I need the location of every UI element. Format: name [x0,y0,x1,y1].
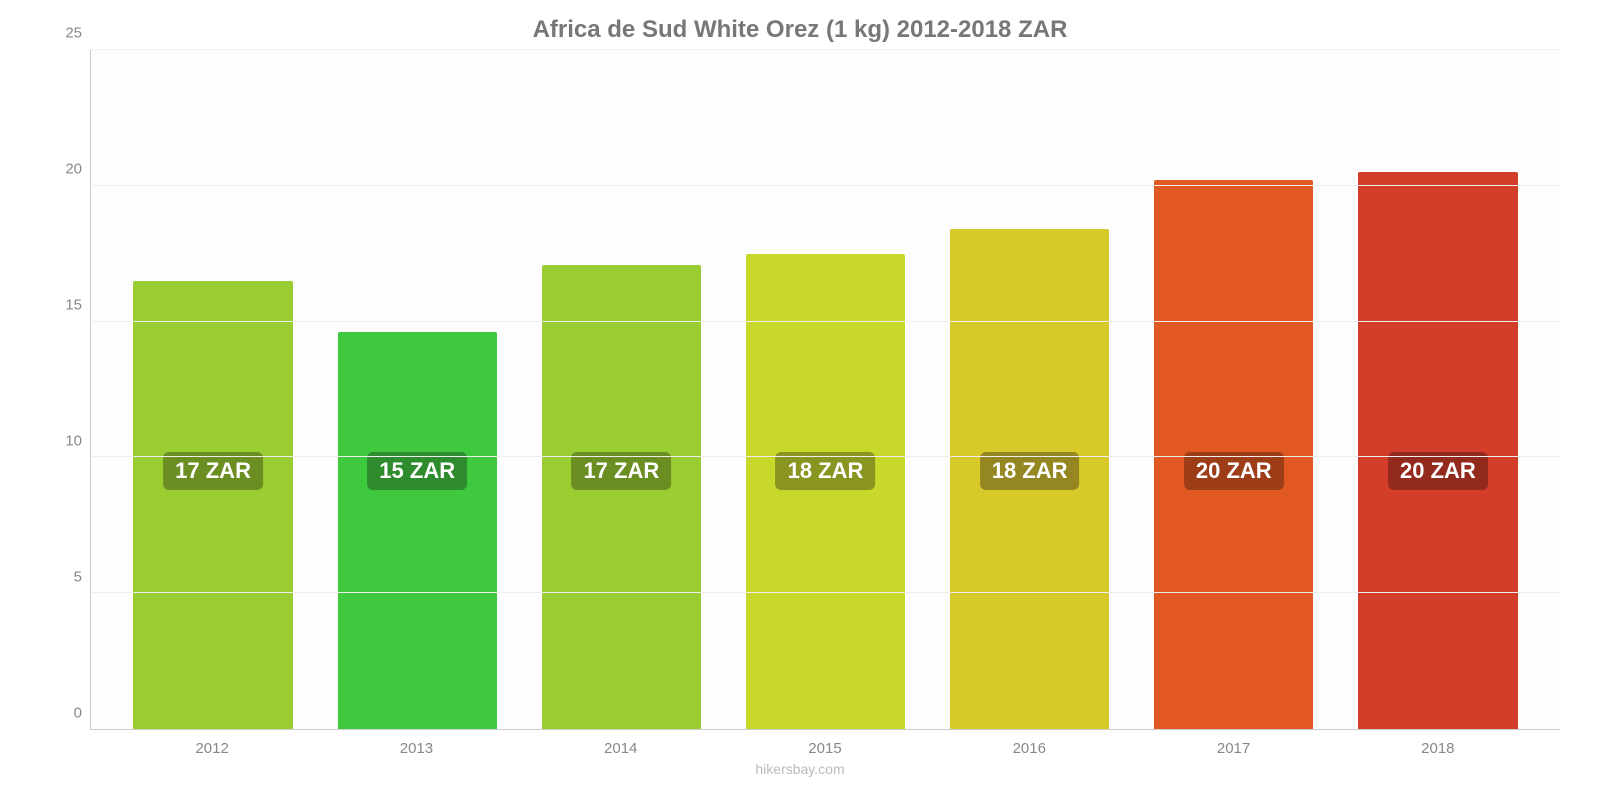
x-tick-label: 2016 [927,730,1131,757]
gridline [91,456,1560,457]
attribution-text: hikersbay.com [40,761,1560,777]
y-tick-label: 20 [65,161,82,178]
plot-zone: 0510152025 17 ZAR15 ZAR17 ZAR18 ZAR18 ZA… [40,50,1560,730]
y-axis: 0510152025 [40,50,90,730]
bar: 20 ZAR [1154,180,1313,729]
chart-container: Africa de Sud White Orez (1 kg) 2012-201… [0,0,1600,800]
gridline [91,49,1560,50]
x-axis: 2012201320142015201620172018 [40,730,1560,757]
bar: 15 ZAR [338,332,497,729]
bar-value-label: 18 ZAR [980,452,1080,490]
plot-area: 17 ZAR 15 ZAR 17 ZAR 18 ZAR 18 ZAR 20 ZAR 20 Z… [90,50,1560,730]
bar: 18 ZAR [746,254,905,729]
x-tick-label: 2012 [110,730,314,757]
bar-value-label: 17 ZAR [571,452,671,490]
bar: 20 ZAR [1358,172,1517,729]
y-tick-label: 10 [65,433,82,450]
bar-slot: 18 ZAR [928,50,1132,729]
bar-value-label: 20 ZAR [1184,452,1284,490]
y-tick-label: 25 [65,25,82,42]
bar-value-label: 15 ZAR [367,452,467,490]
gridline [91,185,1560,186]
bar: 18 ZAR [950,229,1109,729]
x-tick-label: 2018 [1336,730,1540,757]
x-tick-label: 2014 [519,730,723,757]
y-tick-label: 0 [74,705,82,722]
bar-slot: 17 ZAR [519,50,723,729]
gridline [91,321,1560,322]
bar-slot: 18 ZAR [723,50,927,729]
bar-slot: 17 ZAR [111,50,315,729]
gridline [91,592,1560,593]
y-tick-label: 15 [65,297,82,314]
chart-title: Africa de Sud White Orez (1 kg) 2012-201… [40,16,1560,44]
bar: 17 ZAR [542,265,701,729]
x-tick-label: 2015 [723,730,927,757]
bars-group: 17 ZAR 15 ZAR 17 ZAR 18 ZAR 18 ZAR 20 ZAR 20 Z… [91,50,1560,729]
bar-slot: 20 ZAR [1132,50,1336,729]
x-tick-label: 2017 [1131,730,1335,757]
bar-value-label: 18 ZAR [776,452,876,490]
bar-value-label: 17 ZAR [163,452,263,490]
bar-value-label: 20 ZAR [1388,452,1488,490]
bar: 17 ZAR [133,281,292,729]
bar-slot: 20 ZAR [1336,50,1540,729]
y-tick-label: 5 [74,569,82,586]
bar-slot: 15 ZAR [315,50,519,729]
x-tick-label: 2013 [314,730,518,757]
